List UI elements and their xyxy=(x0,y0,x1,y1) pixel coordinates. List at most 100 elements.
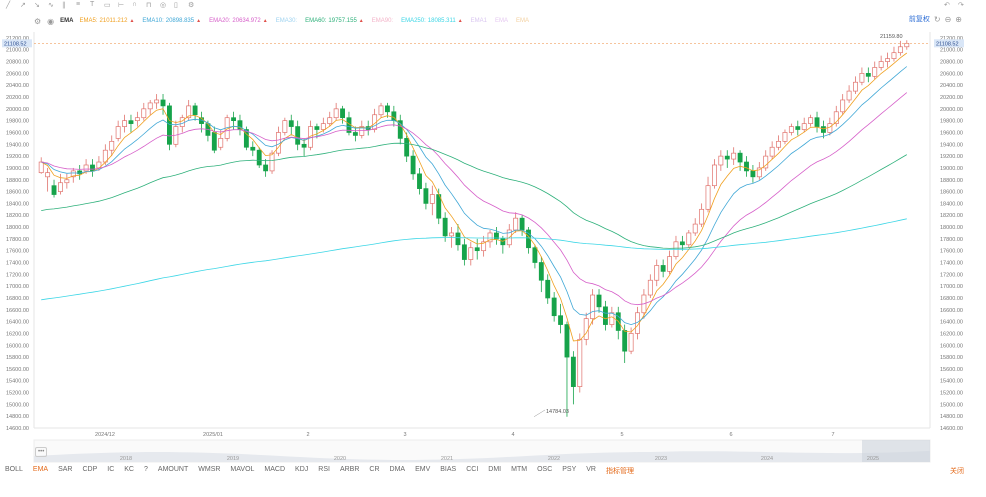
candle[interactable] xyxy=(885,52,890,68)
candle[interactable] xyxy=(263,159,269,177)
lock-icon[interactable]: ⊓ xyxy=(146,2,152,9)
navigator-more-button[interactable]: ••• xyxy=(35,447,48,457)
candle[interactable] xyxy=(288,114,294,136)
redo-icon[interactable]: ↷ xyxy=(958,2,964,9)
candle[interactable] xyxy=(859,67,865,86)
undo-icon[interactable]: ↶ xyxy=(944,2,950,9)
candle[interactable] xyxy=(776,135,781,151)
candle[interactable] xyxy=(167,102,172,151)
candle[interactable] xyxy=(154,94,160,109)
candle[interactable] xyxy=(897,40,903,56)
close-indicators-button[interactable]: 关闭 xyxy=(950,468,964,475)
candle[interactable] xyxy=(833,105,839,127)
candle[interactable] xyxy=(526,227,531,254)
indicator-tab-sar[interactable]: SAR xyxy=(58,466,73,473)
legend-item-4[interactable]: EMA60: 19757.155 ▲ xyxy=(305,18,364,24)
eye-icon[interactable]: ◎ xyxy=(160,2,167,9)
indicator-tab-boll[interactable]: BOLL xyxy=(5,466,23,473)
candle[interactable] xyxy=(596,289,602,313)
candle[interactable] xyxy=(218,129,224,151)
indicator-tab-dmi[interactable]: DMI xyxy=(488,466,502,473)
indicator-tab-ic[interactable]: IC xyxy=(107,466,115,473)
candle[interactable] xyxy=(122,114,127,133)
candle[interactable] xyxy=(622,324,628,363)
indicator-tab-q[interactable]: ? xyxy=(144,466,148,473)
candle[interactable] xyxy=(45,167,51,192)
candle[interactable] xyxy=(699,203,705,228)
wave-icon[interactable]: ∿ xyxy=(48,2,54,9)
candle[interactable] xyxy=(186,99,192,121)
indicator-tab-rsi[interactable]: RSI xyxy=(318,466,330,473)
candle[interactable] xyxy=(352,126,358,142)
candle[interactable] xyxy=(429,185,435,216)
candle[interactable] xyxy=(538,256,544,293)
candle[interactable] xyxy=(795,120,801,136)
candle[interactable] xyxy=(551,292,557,322)
magnet-icon[interactable]: ∩ xyxy=(132,1,138,8)
legend-item-8[interactable]: EMA xyxy=(495,18,508,24)
candle[interactable] xyxy=(250,141,256,157)
candle[interactable] xyxy=(750,164,756,183)
candle[interactable] xyxy=(532,244,538,269)
candle[interactable] xyxy=(327,111,333,127)
text-icon[interactable]: T xyxy=(90,1,95,8)
candle[interactable] xyxy=(570,351,576,405)
candle[interactable] xyxy=(692,218,698,236)
candle[interactable] xyxy=(378,102,384,118)
candle[interactable] xyxy=(494,227,499,245)
navigator-range-selector[interactable] xyxy=(862,440,930,462)
candle[interactable] xyxy=(872,61,878,80)
candle[interactable] xyxy=(134,111,140,127)
indicator-tab-vr[interactable]: VR xyxy=(586,466,596,473)
candle[interactable] xyxy=(769,141,775,160)
legend-item-9[interactable]: EMA xyxy=(516,18,529,24)
indicator-tab-psy[interactable]: PSY xyxy=(562,466,577,473)
candle[interactable] xyxy=(583,312,589,346)
candle[interactable] xyxy=(128,114,134,133)
indicator-tab-kc[interactable]: KC xyxy=(124,466,134,473)
adjust-mode-label[interactable]: 前复权 xyxy=(908,16,930,23)
candle[interactable] xyxy=(115,120,121,142)
candle[interactable] xyxy=(673,235,679,260)
candle[interactable] xyxy=(481,235,487,257)
candle[interactable] xyxy=(705,176,711,213)
indicator-tab-cci[interactable]: CCI xyxy=(466,466,479,473)
ray-icon[interactable]: ↗ xyxy=(20,2,26,9)
candle[interactable] xyxy=(237,114,243,136)
legend-item-5[interactable]: EMA90: xyxy=(372,18,393,24)
trash-icon[interactable]: ▯ xyxy=(174,2,178,9)
ruler-icon[interactable]: ⊢ xyxy=(118,2,125,9)
candle[interactable] xyxy=(160,94,166,115)
indicator-tab-wmsr[interactable]: WMSR xyxy=(198,466,221,473)
candle[interactable] xyxy=(647,274,653,298)
reset-icon[interactable]: ↻ xyxy=(933,14,941,24)
candle[interactable] xyxy=(404,132,410,163)
candle[interactable] xyxy=(718,150,724,171)
candle[interactable] xyxy=(667,250,672,275)
candle[interactable] xyxy=(51,179,57,198)
indicator-tab-mavol[interactable]: MAVOL xyxy=(230,466,255,473)
legend-item-0[interactable]: EMA5: 21011.212 ▲ xyxy=(80,18,135,24)
candle[interactable] xyxy=(38,157,44,174)
candle[interactable] xyxy=(468,241,474,266)
candle[interactable] xyxy=(70,167,76,183)
indicator-tab-cdp[interactable]: CDP xyxy=(82,466,98,473)
candle[interactable] xyxy=(808,114,814,127)
indicator-tab-bias[interactable]: BIAS xyxy=(440,466,457,473)
candle[interactable] xyxy=(147,99,153,115)
candle[interactable] xyxy=(391,105,397,127)
zoom-out-icon[interactable]: ⊖ xyxy=(944,14,952,24)
arrow-icon[interactable]: ↘ xyxy=(34,2,40,9)
candle[interactable] xyxy=(821,120,826,139)
candle[interactable] xyxy=(878,55,884,71)
candle[interactable] xyxy=(397,114,403,145)
settings-gear-icon[interactable]: ⚙ xyxy=(34,16,42,26)
candle[interactable] xyxy=(788,123,794,136)
indicator-tab-osc[interactable]: OSC xyxy=(537,466,553,473)
candle[interactable] xyxy=(199,111,204,133)
candle[interactable] xyxy=(442,212,448,242)
candle[interactable] xyxy=(904,40,910,50)
candle[interactable] xyxy=(724,150,730,168)
candle[interactable] xyxy=(737,150,743,171)
